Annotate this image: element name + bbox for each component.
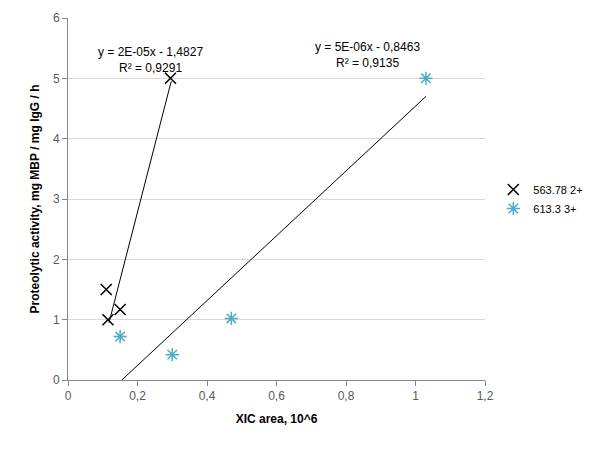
- svg-text:0,2: 0,2: [129, 389, 146, 403]
- svg-text:Proteolytic activity, mg MBP /: Proteolytic activity, mg MBP / mg IgG / …: [28, 85, 42, 314]
- svg-text:5: 5: [53, 72, 60, 86]
- svg-text:0,4: 0,4: [199, 389, 216, 403]
- svg-text:1: 1: [53, 313, 60, 327]
- svg-text:0: 0: [53, 373, 60, 387]
- svg-text:XIC area, 10^6: XIC area, 10^6: [236, 412, 318, 426]
- svg-text:4: 4: [53, 132, 60, 146]
- svg-text:0: 0: [65, 389, 72, 403]
- svg-text:6: 6: [53, 11, 60, 25]
- svg-text:613.3 3+: 613.3 3+: [533, 203, 576, 215]
- svg-text:1,2: 1,2: [477, 389, 494, 403]
- svg-text:563.78 2+: 563.78 2+: [533, 184, 582, 196]
- svg-text:2: 2: [53, 253, 60, 267]
- svg-text:1: 1: [412, 389, 419, 403]
- svg-text:3: 3: [53, 192, 60, 206]
- svg-text:0,8: 0,8: [338, 389, 355, 403]
- svg-text:0,6: 0,6: [268, 389, 285, 403]
- svg-text:y = 2E-05x - 1,4827R² = 0,9291: y = 2E-05x - 1,4827R² = 0,9291: [98, 45, 203, 75]
- svg-text:y = 5E-06x - 0,8463R² = 0,9135: y = 5E-06x - 0,8463R² = 0,9135: [315, 40, 420, 70]
